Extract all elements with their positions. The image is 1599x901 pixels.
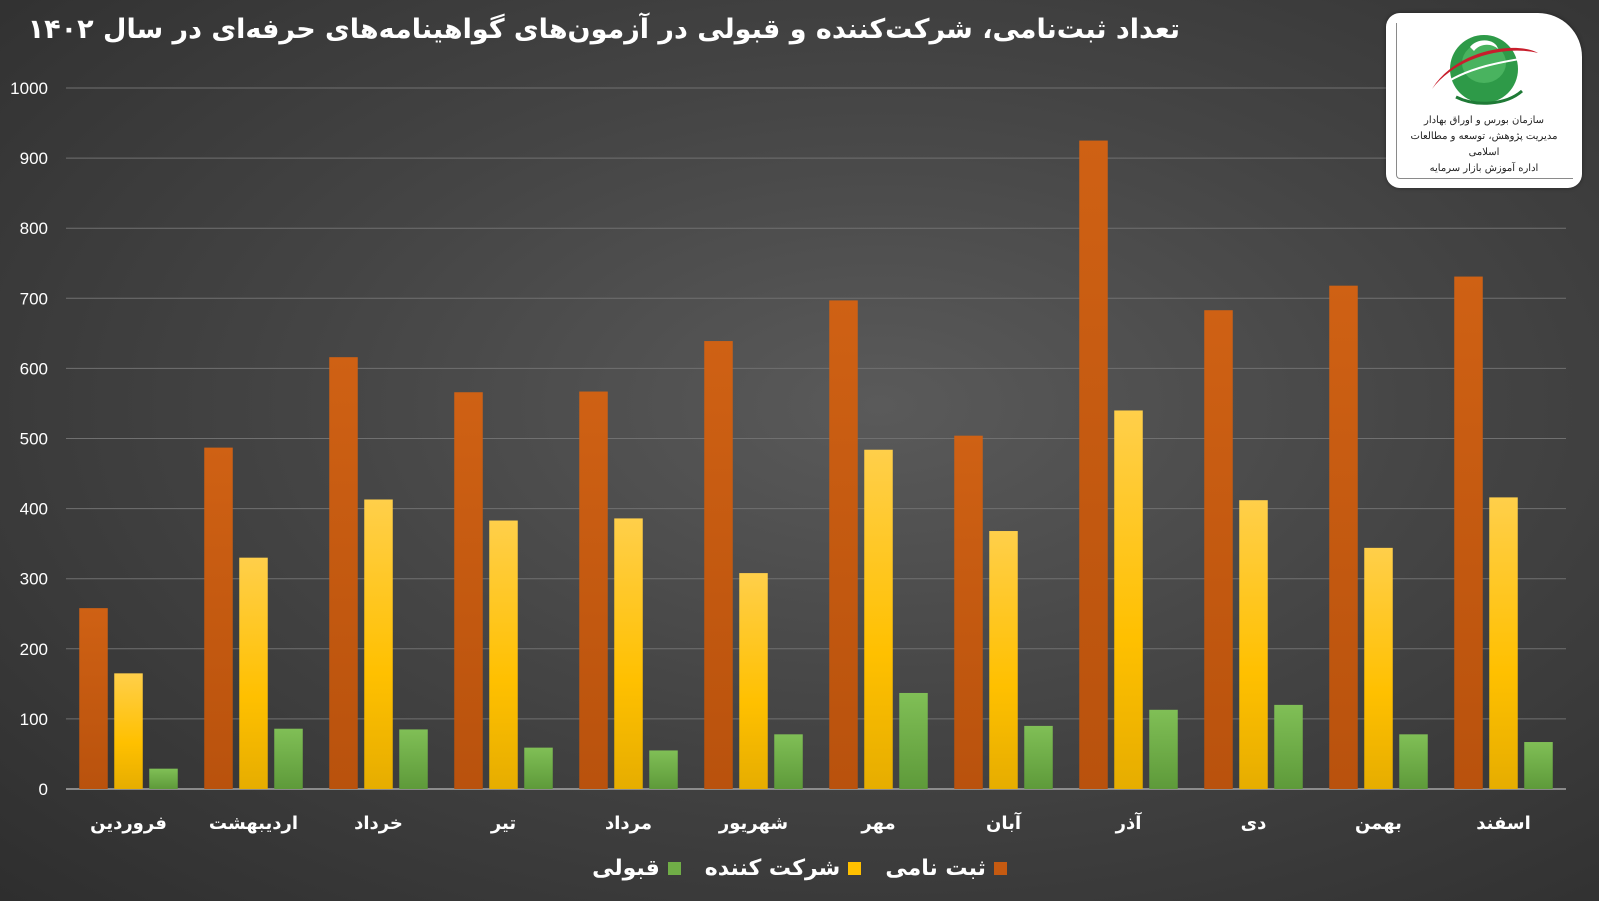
logo-line-3: اداره آموزش بازار سرمایه <box>1429 163 1539 174</box>
bars <box>79 140 1553 790</box>
bar-accepted-7 <box>1024 725 1053 789</box>
legend-swatch-registered <box>993 862 1007 875</box>
exchange-emblem-icon <box>1432 35 1538 105</box>
legend-swatch-participants <box>848 862 862 875</box>
bar-participants-11 <box>1489 497 1518 789</box>
bar-accepted-5 <box>774 734 803 789</box>
gridlines <box>66 87 1566 790</box>
legend-label-participants: شرکت کننده <box>704 856 841 881</box>
y-axis-ticks: 0 100 200 300 400 500 600 700 800 900 1000 <box>10 79 48 799</box>
logo-text: سازمان بورس و اوراق بهادار مدیریت پژوهش،… <box>1398 113 1570 177</box>
x-axis-ticks: فروردین اردیبهشت خرداد تیر مرداد شهریور مهر آبا… <box>90 811 1531 834</box>
bar-accepted-3 <box>524 747 553 789</box>
bar-registered-0 <box>79 608 108 789</box>
bar-participants-10 <box>1364 547 1393 789</box>
y-tick-label: 200 <box>20 640 48 659</box>
bar-registered-5 <box>704 341 733 789</box>
x-tick-label: آبان <box>986 811 1022 834</box>
legend-item-registered: ثبت نامی <box>885 856 1007 881</box>
legend-item-accepted: قبولی <box>592 856 681 881</box>
logo-line-2: مدیریت پژوهش، توسعه و مطالعات اسلامی <box>1410 131 1558 158</box>
y-tick-label: 600 <box>20 359 48 378</box>
y-tick-label: 0 <box>39 780 48 799</box>
legend-label-accepted: قبولی <box>592 856 660 881</box>
bar-registered-9 <box>1204 310 1233 789</box>
bar-participants-8 <box>1114 410 1143 789</box>
bar-participants-4 <box>614 518 643 789</box>
bar-accepted-4 <box>649 750 678 789</box>
x-tick-label: دی <box>1241 813 1267 834</box>
bar-accepted-10 <box>1399 734 1428 789</box>
bar-registered-2 <box>329 357 358 789</box>
bar-participants-3 <box>489 520 518 789</box>
bar-accepted-2 <box>399 729 428 789</box>
y-tick-label: 700 <box>20 289 48 308</box>
bar-registered-3 <box>454 392 483 789</box>
bar-accepted-6 <box>899 692 928 789</box>
x-tick-label: تیر <box>490 813 516 834</box>
bar-participants-5 <box>739 573 768 789</box>
x-tick-label: آذر <box>1115 811 1143 834</box>
logo-frame <box>1396 23 1573 179</box>
bar-registered-10 <box>1329 285 1358 789</box>
y-tick-label: 300 <box>20 570 48 589</box>
logo-line-1: سازمان بورس و اوراق بهادار <box>1423 115 1544 126</box>
y-tick-label: 500 <box>20 430 48 449</box>
x-tick-label: بهمن <box>1355 813 1402 834</box>
bar-participants-7 <box>989 531 1018 789</box>
legend-swatch-accepted <box>667 862 681 875</box>
bar-accepted-9 <box>1274 704 1303 789</box>
x-tick-label: اردیبهشت <box>209 813 298 834</box>
x-tick-label: مرداد <box>605 813 652 834</box>
chart-title: تعداد ثبت‌نامی، شرکت‌کننده و قبولی در آز… <box>27 14 1180 45</box>
bar-accepted-1 <box>274 728 303 789</box>
bar-registered-8 <box>1079 140 1108 789</box>
x-tick-label: اسفند <box>1476 813 1531 834</box>
y-tick-label: 1000 <box>10 79 48 98</box>
y-tick-label: 900 <box>20 149 48 168</box>
legend: ثبت نامی شرکت کننده قبولی <box>0 856 1599 881</box>
bar-registered-4 <box>579 391 608 789</box>
y-tick-label: 400 <box>20 500 48 519</box>
x-tick-label: مهر <box>860 813 895 834</box>
logo-card: سازمان بورس و اوراق بهادار مدیریت پژوهش،… <box>1386 13 1582 188</box>
x-tick-label: شهریور <box>718 813 788 834</box>
legend-item-participants: شرکت کننده <box>705 856 862 881</box>
x-tick-label: خرداد <box>354 813 403 834</box>
bar-participants-9 <box>1239 500 1268 789</box>
bar-participants-1 <box>239 557 268 789</box>
bar-accepted-11 <box>1524 742 1553 789</box>
bar-participants-6 <box>864 449 893 789</box>
x-tick-label: فروردین <box>90 813 167 834</box>
bar-accepted-8 <box>1149 709 1178 789</box>
bar-registered-6 <box>829 300 858 789</box>
bar-registered-7 <box>954 435 983 789</box>
legend-label-registered: ثبت نامی <box>885 856 986 881</box>
bar-accepted-0 <box>149 768 178 789</box>
y-tick-label: 100 <box>20 710 48 729</box>
y-tick-label: 800 <box>20 219 48 238</box>
bar-registered-1 <box>204 447 233 789</box>
bar-participants-2 <box>364 499 393 789</box>
bar-participants-0 <box>114 673 143 789</box>
bar-registered-11 <box>1454 276 1483 790</box>
